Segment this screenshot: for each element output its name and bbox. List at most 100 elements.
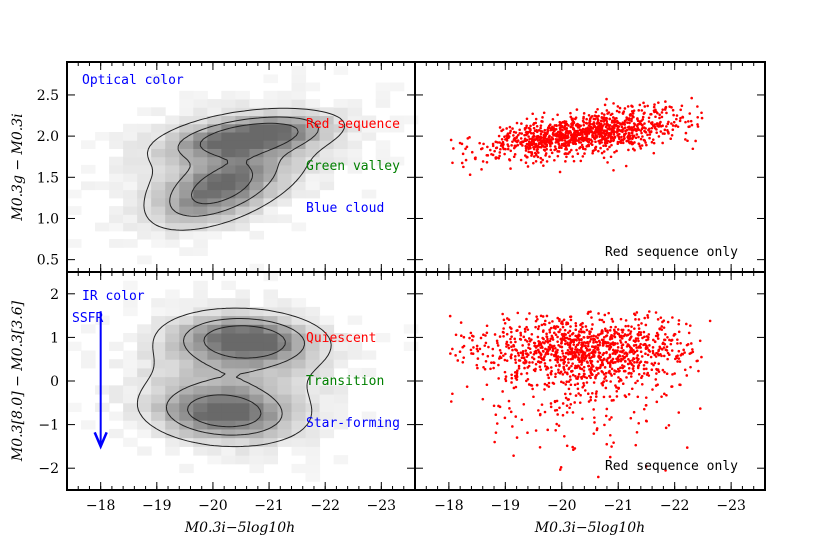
- scatter-point: [534, 160, 538, 163]
- density-cell: [263, 333, 278, 343]
- density-cell: [151, 164, 166, 174]
- scatter-point: [568, 406, 571, 410]
- density-cell: [207, 420, 222, 430]
- scatter-point: [588, 356, 591, 360]
- scatter-point: [579, 327, 583, 331]
- density-cell: [277, 324, 293, 334]
- density-cell: [249, 181, 264, 191]
- scatter-point: [604, 375, 608, 378]
- scatter-point: [514, 355, 517, 358]
- scatter-point: [642, 101, 645, 105]
- scatter-point: [660, 354, 663, 358]
- scatter-point: [571, 351, 575, 355]
- scatter-point: [607, 311, 610, 315]
- scatter-point: [603, 313, 607, 317]
- scatter-point: [561, 413, 565, 417]
- scatter-point: [521, 344, 524, 347]
- scatter-point: [619, 141, 623, 145]
- density-cell: [221, 385, 236, 395]
- density-cell: [109, 189, 124, 199]
- scatter-point: [628, 121, 631, 125]
- scatter-point: [560, 341, 563, 345]
- density-cell: [67, 402, 82, 413]
- scatter-point: [529, 351, 532, 354]
- scatter-point: [618, 106, 622, 110]
- density-cell: [249, 148, 264, 158]
- scatter-point: [512, 130, 516, 134]
- scatter-point: [571, 133, 575, 137]
- density-cell: [263, 394, 278, 404]
- density-cell: [291, 324, 307, 334]
- scatter-point: [574, 345, 578, 349]
- scatter-point: [696, 116, 699, 119]
- scatter-point: [518, 128, 521, 132]
- density-cell: [305, 411, 321, 421]
- density-cell: [137, 123, 152, 133]
- scatter-point: [515, 373, 519, 377]
- scatter-point: [535, 383, 539, 387]
- scatter-point: [578, 401, 582, 404]
- scatter-point: [612, 441, 615, 444]
- scatter-point: [560, 146, 563, 150]
- density-cell: [151, 298, 166, 308]
- scatter-point: [571, 369, 574, 373]
- scatter-point: [616, 130, 619, 134]
- scatter-point: [514, 340, 517, 344]
- density-cell: [151, 411, 166, 421]
- density-cell: [179, 132, 194, 141]
- scatter-point: [502, 318, 506, 322]
- scatter-point: [528, 361, 531, 364]
- scatter-point: [562, 334, 566, 338]
- scatter-point: [558, 319, 561, 323]
- density-cell: [333, 148, 349, 158]
- scatter-point: [565, 152, 569, 155]
- density-cell: [193, 156, 208, 166]
- scatter-point: [561, 373, 565, 376]
- density-cell: [249, 411, 264, 421]
- scatter-point: [544, 339, 548, 343]
- density-cell: [109, 359, 124, 369]
- scatter-point: [685, 322, 688, 326]
- scatter-point: [659, 130, 663, 133]
- scatter-point: [641, 123, 644, 127]
- scatter-point: [559, 358, 563, 362]
- density-cell: [151, 376, 166, 386]
- density-cell: [123, 148, 138, 158]
- scatter-point: [648, 133, 652, 136]
- scatter-point: [595, 130, 598, 134]
- scatter-point: [538, 138, 541, 142]
- scatter-point: [658, 121, 662, 125]
- density-cell: [123, 394, 138, 404]
- scatter-point: [524, 338, 527, 342]
- density-cell: [67, 341, 82, 351]
- scatter-point: [595, 340, 599, 344]
- scatter-point: [567, 380, 571, 383]
- scatter-point: [578, 341, 581, 344]
- density-cell: [193, 411, 208, 421]
- scatter-point: [524, 349, 528, 352]
- scatter-point: [469, 348, 473, 352]
- density-cell: [347, 367, 363, 378]
- density-cell: [291, 359, 307, 369]
- scatter-point: [637, 135, 640, 139]
- scatter-point: [571, 155, 575, 158]
- density-cell: [207, 350, 222, 360]
- scatter-point: [623, 333, 627, 336]
- scatter-point: [627, 366, 631, 370]
- scatter-point: [552, 382, 556, 385]
- scatter-point: [616, 105, 620, 108]
- scatter-point: [584, 147, 587, 151]
- scatter-point: [533, 369, 537, 373]
- scatter-point: [481, 352, 485, 356]
- scatter-point: [460, 161, 464, 165]
- contour-level: [136, 307, 332, 448]
- density-cell: [137, 214, 152, 224]
- scatter-point: [666, 122, 670, 126]
- scatter-point: [498, 355, 502, 358]
- scatter-point: [557, 343, 560, 347]
- density-cell: [179, 341, 194, 351]
- scatter-point: [534, 362, 538, 366]
- density-cell: [165, 197, 180, 207]
- density-cell: [263, 197, 278, 207]
- scatter-point: [602, 351, 606, 355]
